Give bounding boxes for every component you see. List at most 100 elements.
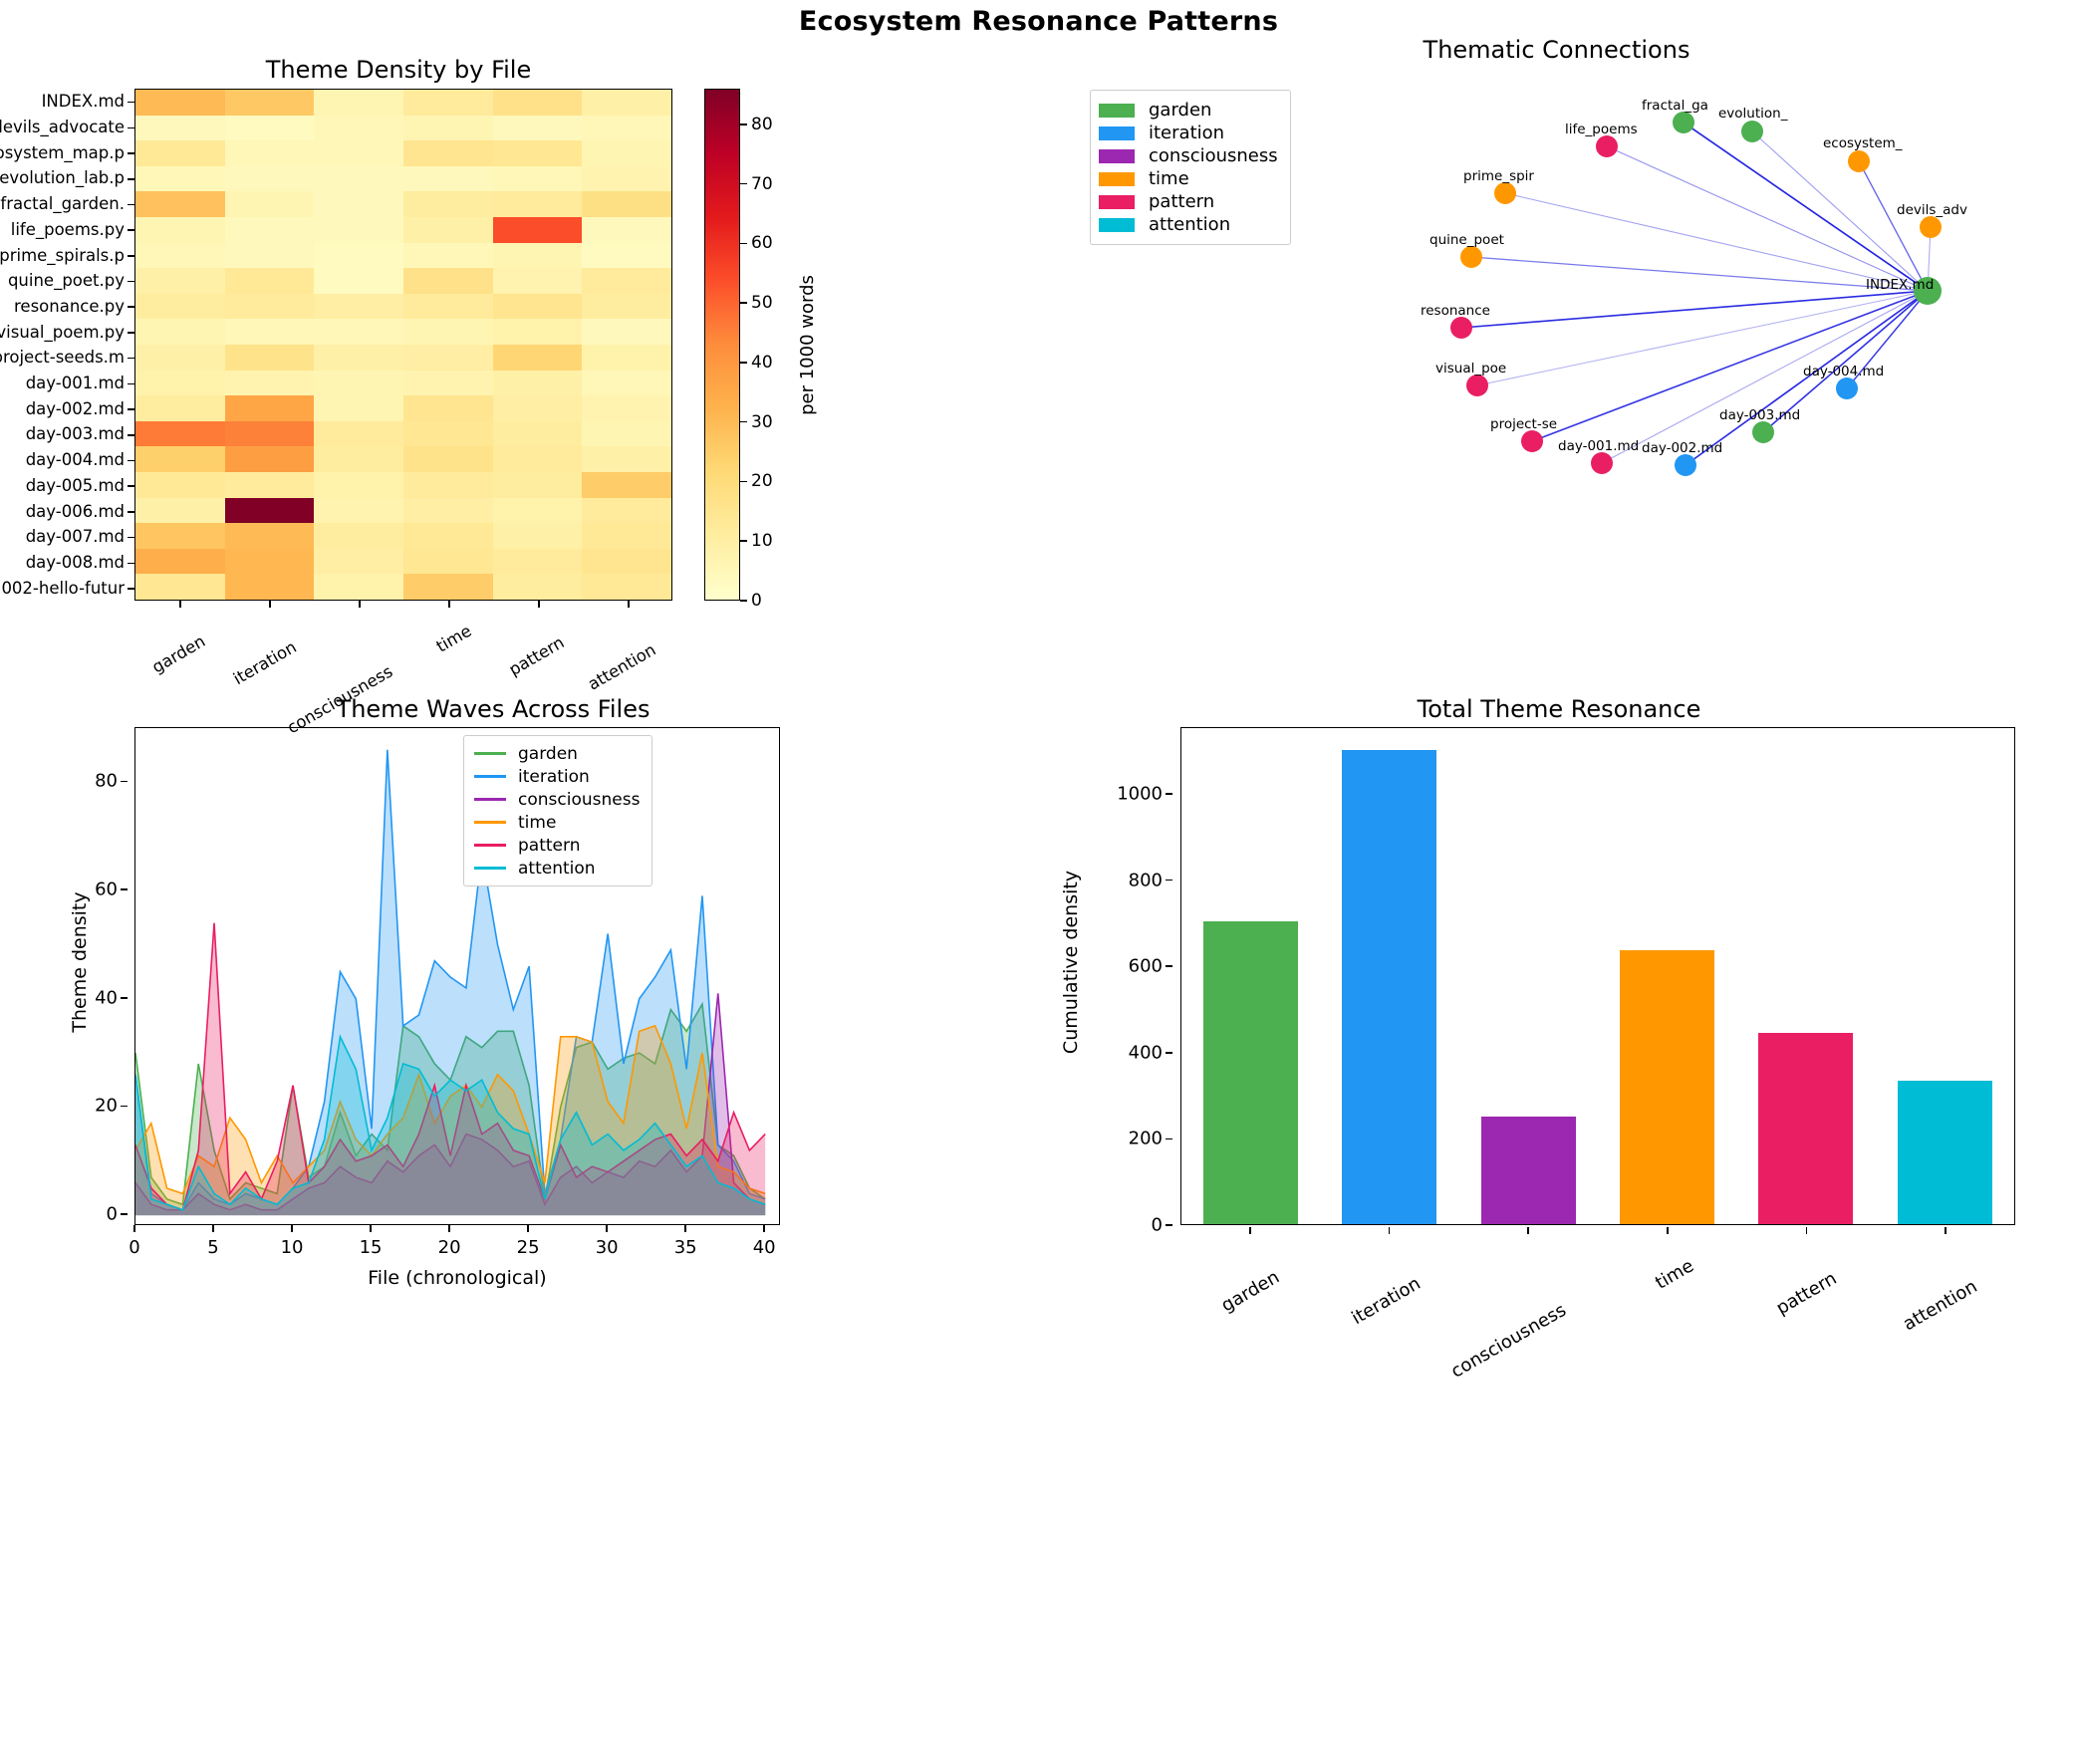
network-node[interactable] <box>1848 150 1870 172</box>
waves-legend-item: consciousness <box>470 788 640 811</box>
network-node[interactable] <box>1920 216 1942 238</box>
bars-x-tick-label: garden <box>1217 1266 1283 1317</box>
heatmap-cell <box>582 242 671 269</box>
heatmap-cell <box>582 523 671 549</box>
network-legend-label: pattern <box>1149 191 1215 212</box>
heatmap-cell <box>402 242 493 269</box>
network-node-label: day-001.md <box>1558 438 1639 454</box>
waves-x-axis-labels: 0 5 10 15 20 25 30 35 40 <box>129 1225 780 1265</box>
heatmap-cell <box>135 217 225 243</box>
heatmap-cell <box>314 472 403 498</box>
heatmap-cell <box>582 165 671 192</box>
waves-x-tick-label: 35 <box>673 1237 697 1258</box>
colorbar-axis-title: per 1000 words <box>787 89 827 601</box>
heatmap-y-label: day-006.md <box>25 501 125 521</box>
heatmap-cell <box>224 115 315 141</box>
heatmap-cell <box>402 523 493 549</box>
waves-y-tick-label: 20 <box>95 1095 118 1117</box>
waves-line <box>135 922 766 1211</box>
waves-legend-label: attention <box>518 858 596 879</box>
heatmap-x-ticks <box>134 601 672 609</box>
network-node[interactable] <box>1494 182 1516 204</box>
heatmap-x-label: garden <box>148 631 209 677</box>
heatmap-cell <box>224 446 315 472</box>
heatmap-cell <box>492 90 583 116</box>
heatmap-cell <box>492 472 583 498</box>
colorbar-tick <box>740 242 747 245</box>
waves-x-tick-label: 0 <box>129 1237 140 1258</box>
waves-x-tick-label: 5 <box>207 1237 219 1258</box>
network-node[interactable] <box>1673 112 1694 133</box>
network-legend-item: attention <box>1099 213 1278 236</box>
heatmap-cell <box>492 345 583 371</box>
heatmap-cell <box>224 523 315 549</box>
heatmap-y-label: day-001.md <box>25 374 125 393</box>
heatmap-cell <box>582 345 671 371</box>
network-node[interactable] <box>1596 135 1618 157</box>
waves-y-tick-label: 60 <box>95 879 118 900</box>
colorbar-tick <box>740 302 747 304</box>
heatmap-y-label: life_poems.py <box>10 219 125 239</box>
heatmap-cell <box>582 319 671 345</box>
heatmap-cell <box>135 523 225 549</box>
network-node-label: project-se <box>1490 416 1557 432</box>
network-node[interactable] <box>1466 375 1488 396</box>
network-node[interactable] <box>1450 317 1472 339</box>
bars-x-tick-label: attention <box>1900 1276 1981 1336</box>
network-node[interactable] <box>1460 246 1482 268</box>
heatmap-cell <box>492 523 583 549</box>
legend-line-icon <box>474 867 506 870</box>
heatmap-cell <box>135 242 225 269</box>
network-edge <box>1685 290 1929 466</box>
network-node[interactable] <box>1752 421 1774 443</box>
heatmap-cell <box>402 268 493 294</box>
colorbar-axis-title-text: per 1000 words <box>796 274 818 415</box>
network-legend-label: time <box>1149 168 1189 189</box>
heatmap-cell <box>314 217 403 243</box>
heatmap-cell <box>314 140 403 166</box>
network-legend-label: iteration <box>1149 123 1225 143</box>
heatmap-cell <box>135 420 225 447</box>
heatmap-cell <box>492 446 583 472</box>
heatmap-cell <box>224 191 315 217</box>
network-title: Thematic Connections <box>1423 36 1690 64</box>
heatmap-cell <box>224 420 315 447</box>
network-node[interactable] <box>1741 121 1763 142</box>
heatmap-y-label: evolution_lab.p <box>0 168 125 188</box>
network-edge <box>1531 290 1929 442</box>
heatmap-panel: Theme Density by File INDEX.md devils_adv… <box>0 30 1036 737</box>
heatmap-cell <box>402 293 493 320</box>
heatmap-cell <box>582 191 671 217</box>
network-node[interactable] <box>1521 430 1543 452</box>
waves-x-tick <box>606 1225 608 1232</box>
heatmap-cell <box>582 140 671 166</box>
colorbar-tick-label: 0 <box>751 591 762 611</box>
legend-line-icon <box>474 798 506 801</box>
network-node[interactable] <box>1591 452 1613 474</box>
waves-title: Theme Waves Across Files <box>336 695 650 723</box>
colorbar-tick-label: 50 <box>751 293 773 314</box>
heatmap-cell <box>582 370 671 396</box>
waves-line <box>135 993 766 1211</box>
heatmap-y-label: prime_spirals.p <box>0 245 125 265</box>
heatmap-cell <box>582 420 671 447</box>
heatmap-cell <box>135 293 225 320</box>
heatmap-cell <box>492 140 583 166</box>
network-node[interactable] <box>1836 378 1858 399</box>
heatmap-cell <box>492 191 583 217</box>
network-node[interactable] <box>1675 454 1696 476</box>
heatmap-cell <box>314 319 403 345</box>
heatmap-cell <box>492 268 583 294</box>
heatmap-cell <box>492 574 583 600</box>
heatmap-cell <box>492 115 583 141</box>
network-edge <box>1751 130 1929 292</box>
heatmap-cell <box>402 395 493 421</box>
heatmap-y-axis-labels: INDEX.md devils_advocate ecosystem_map.pev… <box>0 89 127 601</box>
waves-legend-label: time <box>518 812 557 833</box>
heatmap-cell <box>314 345 403 371</box>
network-node[interactable] <box>1914 277 1942 305</box>
waves-x-tick-label: 20 <box>437 1237 461 1258</box>
colorbar-tick-label: 60 <box>751 233 773 254</box>
colorbar-tick <box>740 182 747 185</box>
colorbar-tick-label: 40 <box>751 352 773 373</box>
